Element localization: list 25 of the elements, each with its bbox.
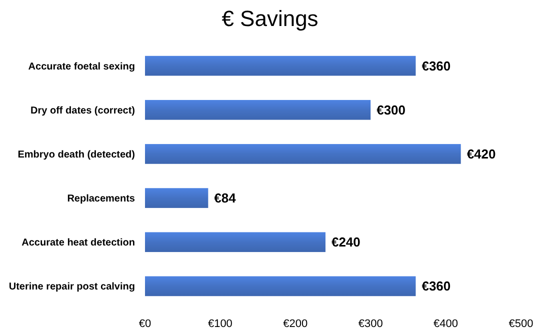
bar <box>145 144 461 164</box>
x-tick-label: €200 <box>283 318 308 330</box>
y-tick-label: Accurate heat detection <box>22 238 135 249</box>
bar <box>145 276 416 296</box>
y-tick-label: Accurate foetal sexing <box>28 61 135 72</box>
bar <box>145 232 326 252</box>
data-label: €360 <box>422 278 451 294</box>
data-label: €240 <box>331 234 360 250</box>
x-tick-label: €400 <box>434 318 458 330</box>
x-tick-label: €300 <box>358 318 383 330</box>
bar <box>145 56 416 76</box>
data-label: €360 <box>422 58 451 74</box>
y-tick-label: Embryo death (detected) <box>18 149 135 160</box>
data-label: €300 <box>376 102 406 118</box>
y-tick-label: Replacements <box>67 194 136 205</box>
x-tick-label: €500 <box>508 318 534 330</box>
data-label: €84 <box>214 190 237 206</box>
bar <box>145 188 208 208</box>
x-tick-label: €100 <box>208 318 232 330</box>
y-tick-label: Dry off dates (correct) <box>30 105 135 116</box>
bar <box>145 100 371 120</box>
y-tick-label: Uterine repair post calving <box>8 282 135 293</box>
data-label: €420 <box>466 146 496 162</box>
chart-title: € Savings <box>222 6 318 31</box>
x-tick-label: €0 <box>138 318 152 330</box>
